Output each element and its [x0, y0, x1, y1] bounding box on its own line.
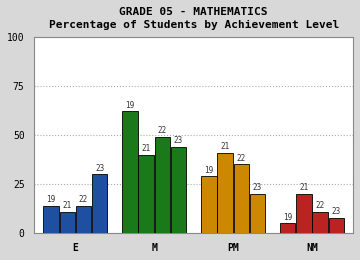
Text: 22: 22: [79, 195, 88, 204]
Text: 19: 19: [125, 101, 135, 110]
Bar: [280, 224, 296, 233]
Bar: [76, 206, 91, 233]
Bar: [92, 174, 107, 233]
Text: 21: 21: [63, 201, 72, 210]
Bar: [59, 212, 75, 233]
Text: 23: 23: [253, 183, 262, 192]
Text: 22: 22: [158, 126, 167, 135]
Bar: [155, 137, 170, 233]
Text: 23: 23: [95, 164, 104, 173]
Bar: [122, 111, 138, 233]
Bar: [329, 218, 344, 233]
Text: 23: 23: [332, 207, 341, 216]
Bar: [250, 194, 265, 233]
Text: 19: 19: [46, 195, 56, 204]
Bar: [312, 212, 328, 233]
Text: 22: 22: [237, 154, 246, 163]
Text: 23: 23: [174, 136, 183, 145]
Bar: [234, 164, 249, 233]
Text: 22: 22: [315, 201, 325, 210]
Text: 21: 21: [141, 144, 151, 153]
Bar: [171, 147, 186, 233]
Text: 19: 19: [283, 213, 292, 222]
Text: 19: 19: [204, 166, 213, 175]
Bar: [139, 155, 154, 233]
Bar: [43, 206, 59, 233]
Bar: [296, 194, 312, 233]
Bar: [217, 153, 233, 233]
Text: 21: 21: [299, 183, 309, 192]
Title: GRADE 05 - MATHEMATICS
Percentage of Students by Achievement Level: GRADE 05 - MATHEMATICS Percentage of Stu…: [49, 7, 339, 30]
Text: 21: 21: [220, 142, 230, 151]
Bar: [201, 176, 217, 233]
